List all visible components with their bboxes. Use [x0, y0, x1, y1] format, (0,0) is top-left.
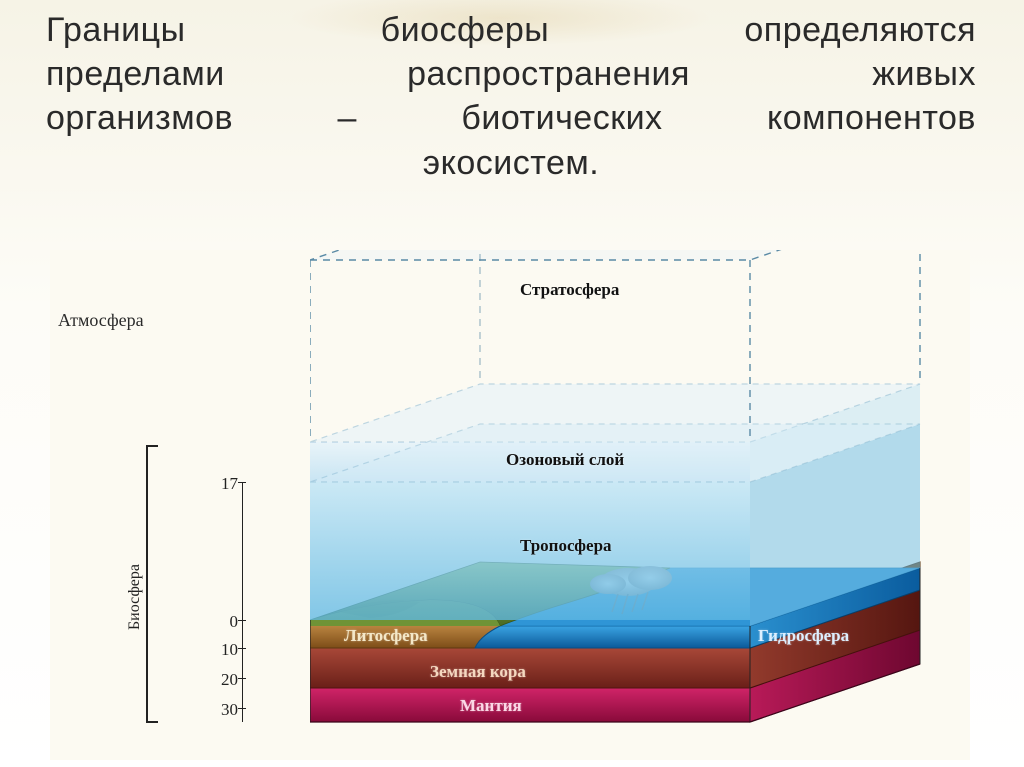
scale-tick-mark — [238, 678, 246, 679]
biosphere-diagram: Атмосфера Биосфера 17 0 10 20 30 — [50, 250, 970, 760]
biosphere-bracket-icon — [146, 445, 158, 723]
scale-tick-30: 30 — [200, 700, 238, 720]
scale-tick-mark — [238, 708, 246, 709]
scale-tick-mark — [238, 620, 246, 621]
hydrosphere-label: Гидросфера — [758, 626, 849, 646]
scale-tick-10: 10 — [200, 640, 238, 660]
stratosphere-label: Стратосфера — [520, 280, 619, 300]
ozone-label: Озоновый слой — [506, 450, 624, 470]
title-line-2: пределами распространения живых — [46, 55, 976, 93]
crust-label: Земная кора — [430, 662, 526, 682]
scale-tick-20: 20 — [200, 670, 238, 690]
biosphere-axis-label: Биосфера — [126, 564, 144, 630]
title-line-3: организмов – биотических компонентов — [46, 99, 976, 137]
title-line-4: экосистем. — [46, 141, 976, 185]
scale-tick-mark — [238, 648, 246, 649]
scale-tick-mark — [238, 482, 246, 483]
lithosphere-label: Литосфера — [344, 626, 428, 646]
scale-tick-17: 17 — [200, 474, 238, 494]
title-line-1: Границы биосферы определяются — [46, 11, 976, 49]
block-svg — [310, 250, 930, 760]
earth-block-3d: Стратосфера Озоновый слой Тропосфера Лит… — [310, 250, 930, 760]
scale-tick-0: 0 — [200, 612, 238, 632]
atmosphere-axis-label: Атмосфера — [58, 310, 144, 331]
scale-line — [242, 482, 243, 722]
troposphere-label: Тропосфера — [520, 536, 612, 556]
mantle-label: Мантия — [460, 696, 522, 716]
slide-title: Границы биосферы определяются пределами … — [46, 8, 976, 185]
